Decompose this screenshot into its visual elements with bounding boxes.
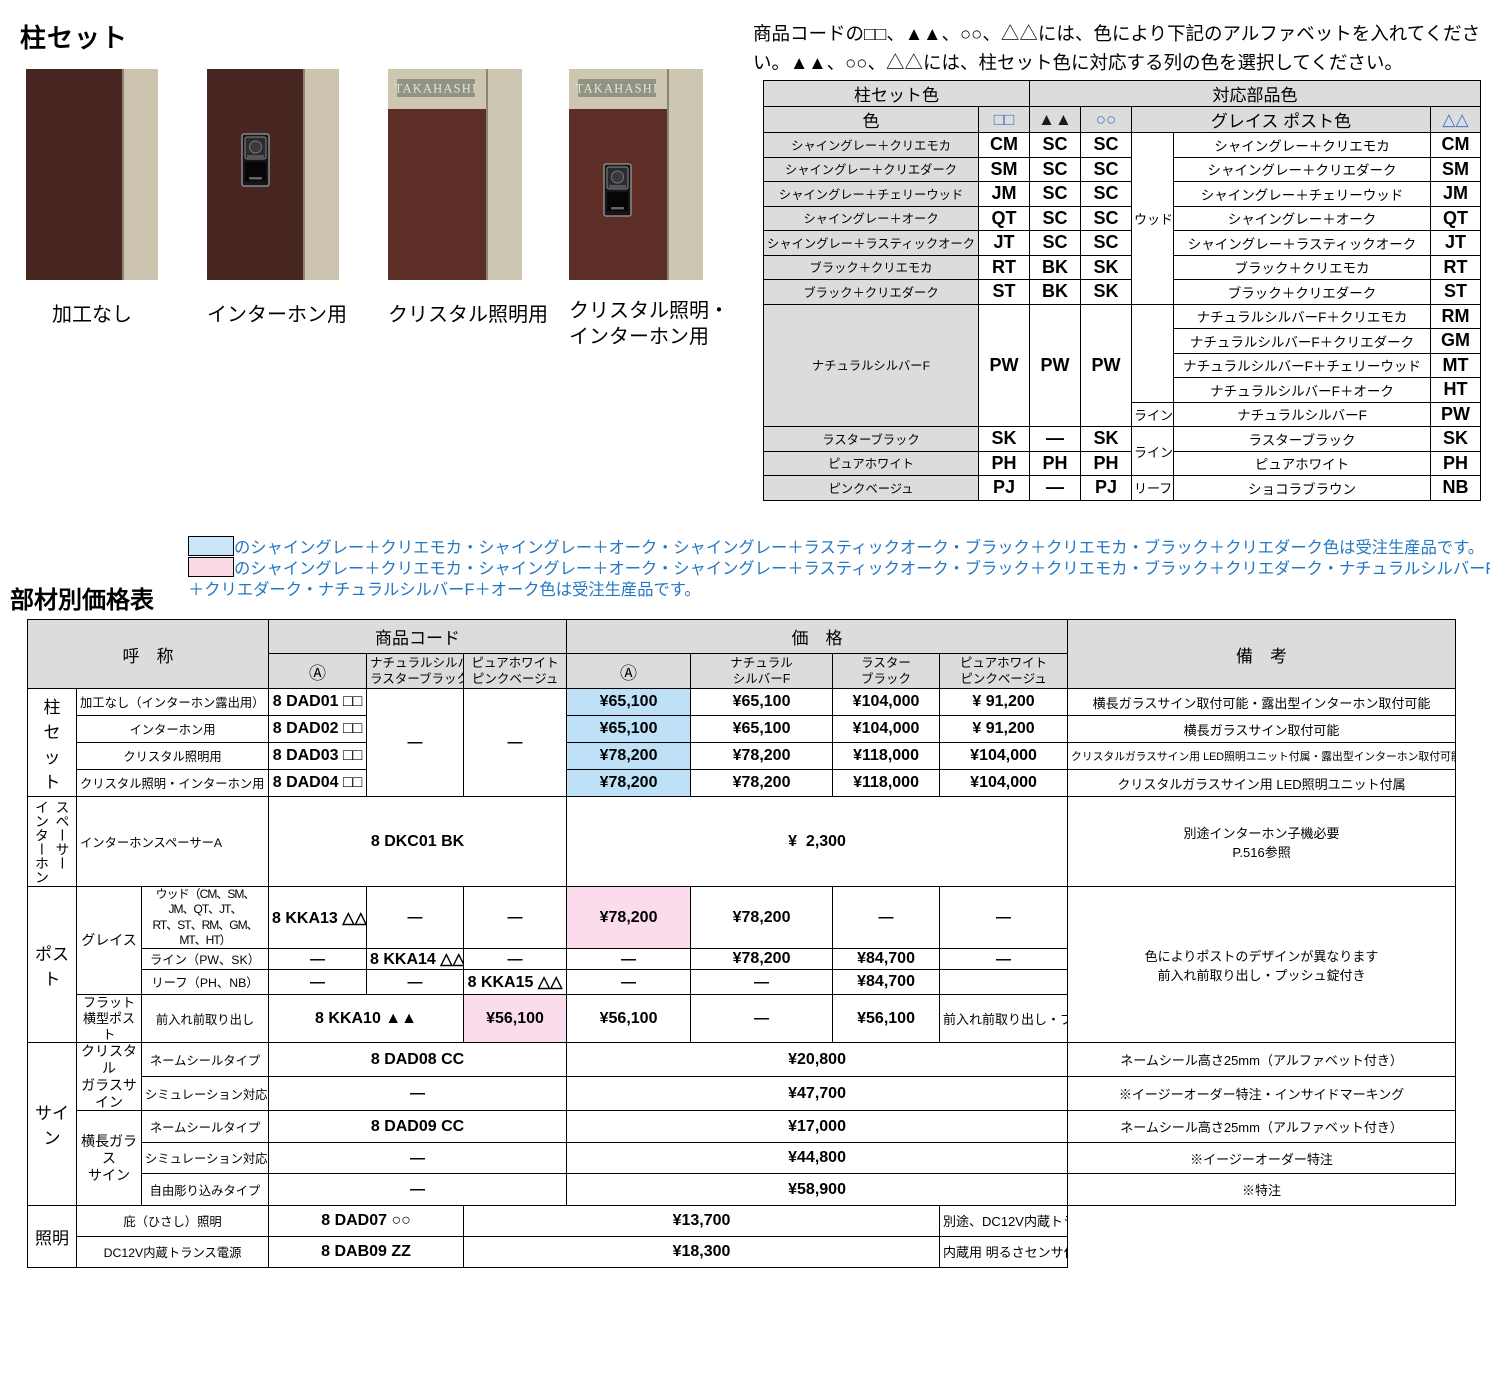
svg-text:TAKAHASHI: TAKAHASHI [576,82,659,96]
svg-text:TAKAHASHI: TAKAHASHI [395,82,478,96]
